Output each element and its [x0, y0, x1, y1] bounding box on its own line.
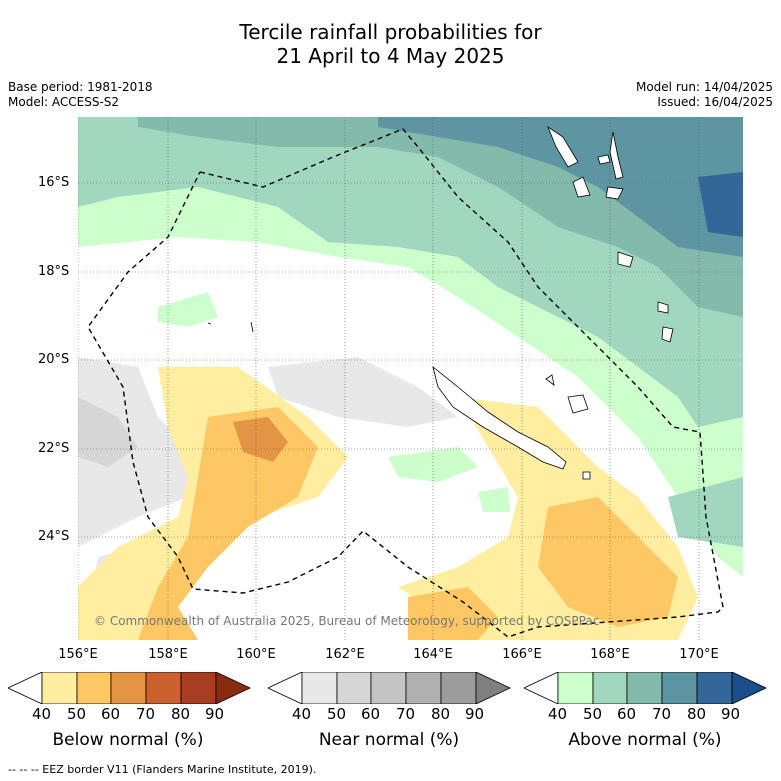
lat-label-20s: 20°S	[38, 352, 70, 367]
lon-label-170e: 170°E	[679, 647, 719, 662]
cbar-above-80	[661, 672, 698, 704]
above-normal-50-patch-3	[478, 487, 510, 512]
above-tick-80: 80	[687, 705, 707, 723]
above-normal-colorbar	[524, 672, 767, 704]
lat-label-16s: 16°S	[38, 175, 70, 190]
lat-label-24s: 24°S	[38, 529, 70, 544]
above-normal-80-region	[378, 117, 743, 257]
near-tick-90: 90	[465, 705, 485, 723]
cbar-above-under	[524, 672, 559, 704]
cbar-below-80	[145, 672, 182, 704]
below-normal-60-east	[538, 497, 678, 627]
eez-border	[87, 128, 724, 638]
above-tick-70: 70	[652, 705, 672, 723]
above-tick-40: 40	[548, 705, 568, 723]
near-normal-50-patch	[268, 357, 458, 427]
cbar-above-70	[626, 672, 663, 704]
eez-border-legend: -- -- -- EEZ border V11 (Flanders Marine…	[8, 763, 317, 776]
cbar-below-90	[180, 672, 217, 704]
model-run: Model run: 14/04/2025	[635, 80, 773, 94]
near-tick-60: 60	[361, 705, 381, 723]
lat-label-18s: 18°S	[38, 264, 70, 279]
cbar-below-70	[110, 672, 147, 704]
lon-label-164e: 164°E	[413, 647, 453, 662]
cbar-near-under	[268, 672, 303, 704]
loyalty-islands	[545, 374, 591, 480]
cbar-below-under	[8, 672, 43, 704]
below-normal-60-region	[138, 407, 318, 640]
below-tick-40: 40	[32, 705, 52, 723]
cbar-above-90	[696, 672, 733, 704]
cbar-near-80	[405, 672, 442, 704]
chart-title-line2: 21 April to 4 May 2025	[276, 44, 505, 68]
model-name: Model: ACCESS-S2	[8, 95, 120, 109]
below-normal-60-south	[408, 587, 498, 640]
lon-label-158e: 158°E	[148, 647, 188, 662]
above-normal-50-patch-1	[158, 292, 218, 327]
cbar-near-50	[301, 672, 338, 704]
cbar-below-50	[41, 672, 78, 704]
near-tick-70: 70	[396, 705, 416, 723]
below-normal-70-region	[233, 417, 288, 462]
above-normal-90-region	[698, 172, 743, 237]
above-normal-60-patch	[668, 477, 743, 547]
chart-title-line1: Tercile rainfall probabilities for	[239, 20, 542, 44]
cbar-near-90	[440, 672, 477, 704]
above-tick-50: 50	[583, 705, 603, 723]
cbar-near-over	[475, 672, 511, 704]
above-tick-60: 60	[617, 705, 637, 723]
near-tick-40: 40	[292, 705, 312, 723]
base-period: Base period: 1981-2018	[8, 80, 153, 94]
issued-date: Issued: 16/04/2025	[657, 95, 773, 109]
meta-left: Base period: 1981-2018 Model: ACCESS-S2	[8, 80, 153, 110]
lon-label-160e: 160°E	[236, 647, 276, 662]
near-normal-60-patch	[78, 397, 138, 467]
near-normal-colorbar	[268, 672, 511, 704]
cbar-below-60	[76, 672, 112, 704]
cbar-above-60	[592, 672, 628, 704]
lon-label-168e: 168°E	[590, 647, 630, 662]
lon-label-166e: 166°E	[502, 647, 542, 662]
copyright-watermark: © Commonwealth of Australia 2025, Bureau…	[94, 614, 600, 628]
above-tick-90: 90	[721, 705, 741, 723]
new-caledonia-island	[432, 365, 567, 470]
lon-label-156e: 156°E	[58, 647, 98, 662]
lon-label-162e: 162°E	[325, 647, 365, 662]
probability-map	[78, 117, 743, 640]
cbar-above-50	[557, 672, 594, 704]
below-normal-title: Below normal (%)	[52, 730, 204, 750]
cbar-near-60	[336, 672, 372, 704]
near-normal-50-region	[78, 357, 198, 547]
above-normal-title: Above normal (%)	[568, 730, 722, 750]
below-tick-50: 50	[67, 705, 87, 723]
chesterfield-islands	[207, 321, 254, 333]
below-tick-70: 70	[136, 705, 156, 723]
below-tick-60: 60	[101, 705, 121, 723]
below-normal-colorbar	[8, 672, 251, 704]
below-tick-90: 90	[205, 705, 225, 723]
vanuatu-islands	[547, 125, 674, 343]
near-tick-50: 50	[327, 705, 347, 723]
near-normal-title: Near normal (%)	[318, 730, 460, 750]
cbar-near-70	[370, 672, 407, 704]
above-normal-50-patch-2	[388, 447, 478, 482]
lat-label-22s: 22°S	[38, 441, 70, 456]
cbar-above-over	[731, 672, 767, 704]
cbar-below-over	[215, 672, 251, 704]
below-tick-80: 80	[171, 705, 191, 723]
meta-right: Model run: 14/04/2025 Issued: 16/04/2025	[636, 80, 773, 110]
grid-lines	[78, 117, 743, 640]
near-tick-80: 80	[431, 705, 451, 723]
